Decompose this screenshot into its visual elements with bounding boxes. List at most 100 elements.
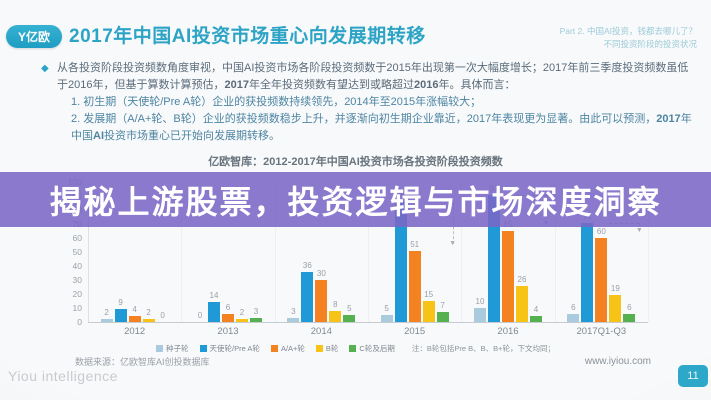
paragraph-1: 从各投资阶段投资频数角度审视，中国AI投资市场各阶段投资频数于2015年出现第一…	[57, 60, 697, 94]
y-axis-tick-40: 40	[72, 261, 82, 271]
bar-2014-C轮及后期	[343, 315, 356, 322]
bar-value-label: 5	[384, 304, 389, 313]
y-axis-tick-50: 50	[72, 247, 82, 257]
bar-value-label: 3	[291, 307, 296, 316]
bar-2012-种子轮	[100, 319, 113, 322]
legend-marker	[199, 345, 207, 352]
bar-2016-C轮及后期	[530, 316, 542, 322]
y-axis-line	[88, 182, 89, 322]
bar-value-label: 7	[440, 301, 445, 310]
text-segment: 年中国	[71, 113, 692, 142]
bar-2013-A/A+轮	[222, 314, 234, 322]
grid-line	[648, 182, 649, 322]
text-segment: 年。具体而言：	[438, 79, 516, 91]
bar-2012-A/A+轮	[128, 316, 141, 322]
bar-2016-A/A+轮	[502, 231, 514, 322]
bar-2012-天使轮/Pre A轮	[114, 309, 127, 322]
bar-value-label: 19	[610, 284, 620, 293]
bar-value-label: 2	[239, 308, 245, 317]
overlay-banner: 揭秘上游股票，投资逻辑与市场深度洞察	[0, 172, 711, 227]
page-number-badge: 11	[678, 365, 708, 387]
bar-value-label: 8	[333, 300, 338, 309]
bar-value-label: 0	[197, 311, 203, 320]
x-axis-label-2014: 2014	[310, 326, 332, 337]
bar-2015-A/A+轮	[408, 251, 421, 322]
legend-label: 种子轮	[166, 344, 189, 353]
section-label: Part 2. 中国AI投资，钱都去哪儿了？ 不同投资阶段的投资状况	[560, 25, 697, 51]
x-axis-label-2017Q1-Q3: 2017Q1-Q3	[576, 326, 627, 337]
bar-2015-天使轮/Pre A轮	[394, 202, 407, 322]
bar-2015-C轮及后期	[436, 312, 449, 322]
bar-2014-B轮	[329, 311, 342, 322]
bar-2017Q1-Q3-A/A+轮	[595, 238, 608, 322]
section-label-line2: 不同投资阶段的投资状况	[603, 39, 697, 50]
bar-value-label: 5	[347, 304, 352, 313]
body-text: 从各投资阶段投资频数角度审视，中国AI投资市场各阶段投资频数于2015年出现第一…	[57, 60, 697, 145]
yiou-logo-text: Y亿欧	[17, 30, 50, 44]
bar-2017Q1-Q3-种子轮	[567, 314, 580, 322]
bar-value-label: 15	[424, 290, 434, 299]
bar-value-label: 26	[517, 275, 527, 284]
grid-line	[181, 182, 183, 322]
bar-value-label: 60	[596, 227, 606, 236]
bar-2016-B轮	[516, 286, 528, 322]
overlay-banner-text: 揭秘上游股票，投资逻辑与市场深度洞察	[49, 183, 662, 220]
bar-2014-A/A+轮	[315, 280, 328, 322]
y-axis-tick-60: 60	[72, 233, 82, 243]
text-segment: 投资市场重心已开始向发展期转移。	[104, 130, 280, 142]
grid-line	[274, 182, 276, 322]
legend-label: C轮及后期	[359, 344, 395, 353]
bar-value-label: 2	[104, 308, 109, 317]
text-segment: 2017	[224, 79, 249, 91]
y-axis-tick-20: 20	[72, 289, 82, 299]
bar-2013-C轮及后期	[250, 318, 262, 322]
bar-value-label: 30	[316, 269, 326, 278]
bar-value-label: 51	[410, 240, 420, 249]
bar-value-label: 14	[209, 291, 219, 300]
bar-value-label: 0	[160, 311, 165, 320]
data-source: 数据来源：亿欧智库AI创投数据库	[75, 357, 210, 367]
y-axis-tick-30: 30	[72, 275, 82, 285]
bar-2013-天使轮/Pre A轮	[208, 302, 220, 322]
bar-value-label: 6	[225, 303, 231, 312]
legend-item-天使轮/Pre A轮: 天使轮/Pre A轮	[199, 343, 260, 354]
legend-item-A/A+轮: A/A+轮	[270, 343, 305, 354]
chart-legend: 种子轮 天使轮/Pre A轮 A/A+轮 B轮 C轮及后期 注：B轮包括Pre B、B、B…	[0, 343, 711, 354]
text-segment: 从各投资阶段投资频数角度审视，中国AI投资市场各阶段投资频数于2015年出现第一…	[57, 62, 689, 91]
bar-2015-种子轮	[380, 315, 393, 322]
bar-value-label: 2	[146, 308, 151, 317]
x-axis-line	[88, 322, 648, 323]
paragraph-3: 2. 发展期（A/A+轮、B轮）企业的获投频数稳步上升，并逐渐向初生期企业靠近，…	[71, 111, 697, 145]
bullet-diamond-icon: ◆	[41, 63, 49, 74]
bar-2014-种子轮	[287, 318, 300, 322]
legend-marker	[156, 345, 163, 352]
bar-2014-天使轮/Pre A轮	[301, 272, 314, 322]
legend-label: B轮	[325, 344, 339, 353]
grid-line	[461, 182, 463, 322]
y-axis-tick-10: 10	[72, 303, 82, 313]
text-segment: 年全年投资频数有望达到或略超过	[248, 79, 414, 91]
bar-value-label: 3	[253, 307, 259, 316]
bar-2013-B轮	[236, 319, 248, 322]
legend-label: 天使轮/Pre A轮	[209, 344, 260, 353]
text-segment: 2017	[656, 113, 681, 125]
bar-value-label: 6	[627, 303, 632, 312]
bar-value-label: 4	[533, 305, 539, 314]
legend-marker	[270, 345, 278, 352]
legend-item-种子轮: 种子轮	[156, 343, 189, 354]
legend-label: A/A+轮	[280, 344, 305, 353]
text-segment: 1. 初生期（天使轮/Pre A轮）企业的获投频数持续领先，2014年至2015…	[71, 96, 482, 108]
legend-item-B轮: B轮	[315, 343, 339, 354]
bar-value-label: 9	[118, 298, 123, 307]
bar-value-label: 6	[571, 303, 576, 312]
bar-2017Q1-Q3-C轮及后期	[623, 314, 636, 322]
legend-item-C轮及后期: C轮及后期	[349, 343, 395, 354]
bar-2017Q1-Q3-B轮	[609, 295, 622, 322]
x-axis-label-2016: 2016	[497, 326, 519, 337]
grid-line	[554, 182, 556, 322]
bar-2012-B轮	[142, 319, 155, 322]
chart-title: 亿欧智库：2012-2017年中国AI投资市场各投资阶段投资频数	[208, 156, 503, 168]
bar-2016-种子轮	[474, 308, 486, 322]
bar-2017Q1-Q3-天使轮/Pre A轮	[581, 223, 594, 322]
